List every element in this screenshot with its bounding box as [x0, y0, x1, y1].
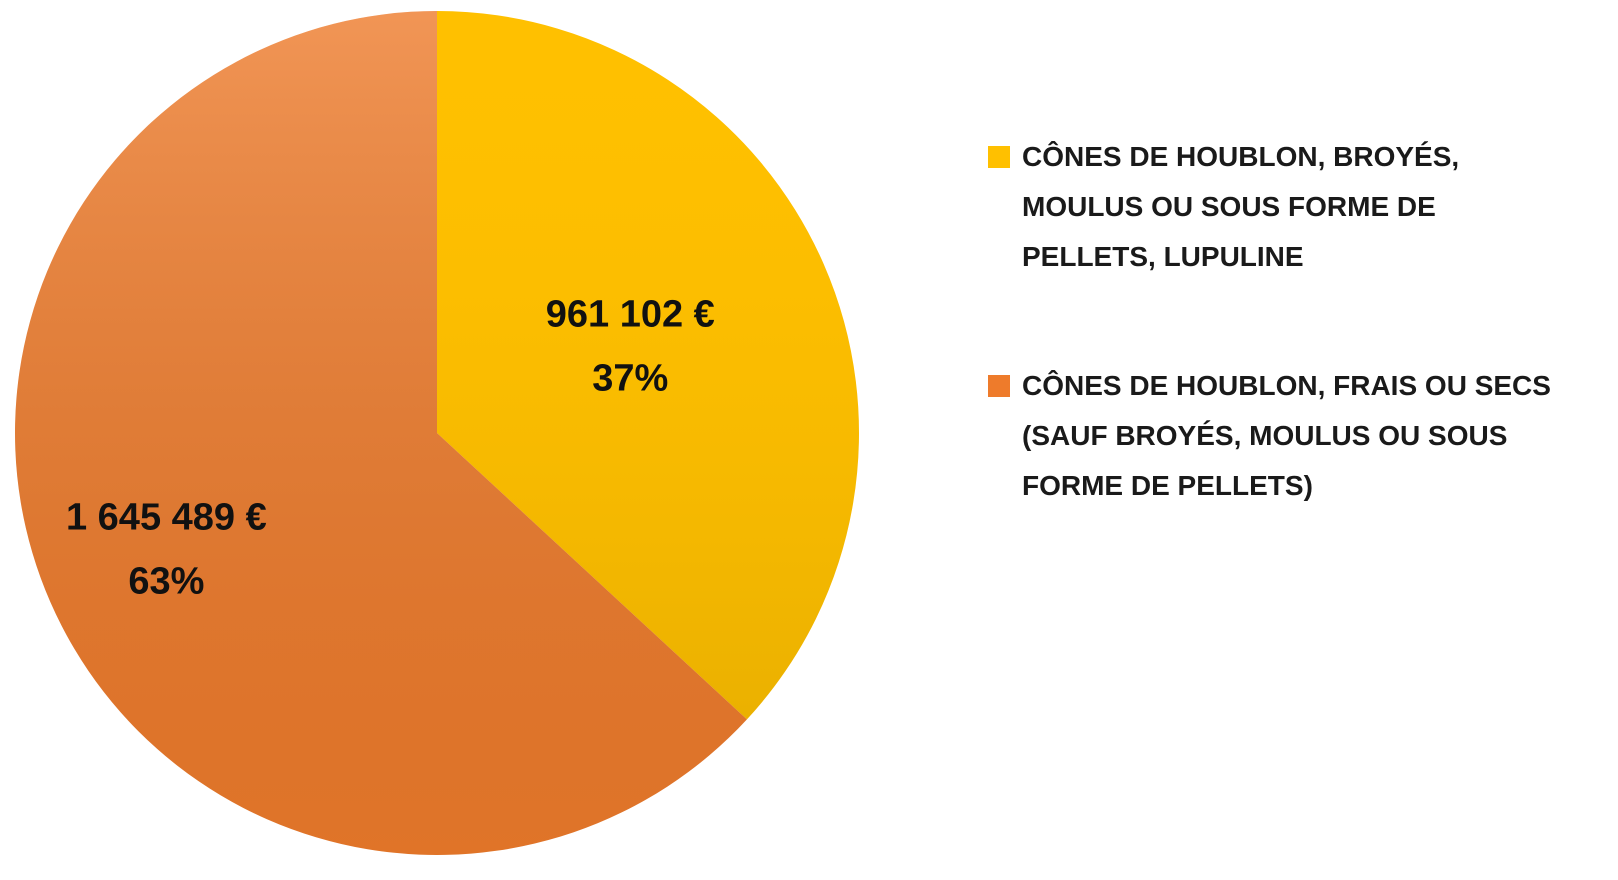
legend: CÔNES DE HOUBLON, BROYÉS, MOULUS OU SOUS…	[988, 132, 1588, 590]
legend-swatch	[988, 375, 1010, 397]
legend-item: CÔNES DE HOUBLON, BROYÉS, MOULUS OU SOUS…	[988, 132, 1562, 282]
value-label: 1 645 489 €	[66, 496, 267, 538]
legend-label: CÔNES DE HOUBLON, FRAIS OU SECS (SAUF BR…	[1022, 370, 1551, 501]
legend-label: CÔNES DE HOUBLON, BROYÉS, MOULUS OU SOUS…	[1022, 141, 1460, 272]
legend-swatch	[988, 146, 1010, 168]
value-label: 961 102 €	[546, 293, 715, 335]
percent-label: 37%	[592, 357, 668, 399]
legend-item: CÔNES DE HOUBLON, FRAIS OU SECS (SAUF BR…	[988, 361, 1562, 511]
percent-label: 63%	[128, 560, 204, 602]
